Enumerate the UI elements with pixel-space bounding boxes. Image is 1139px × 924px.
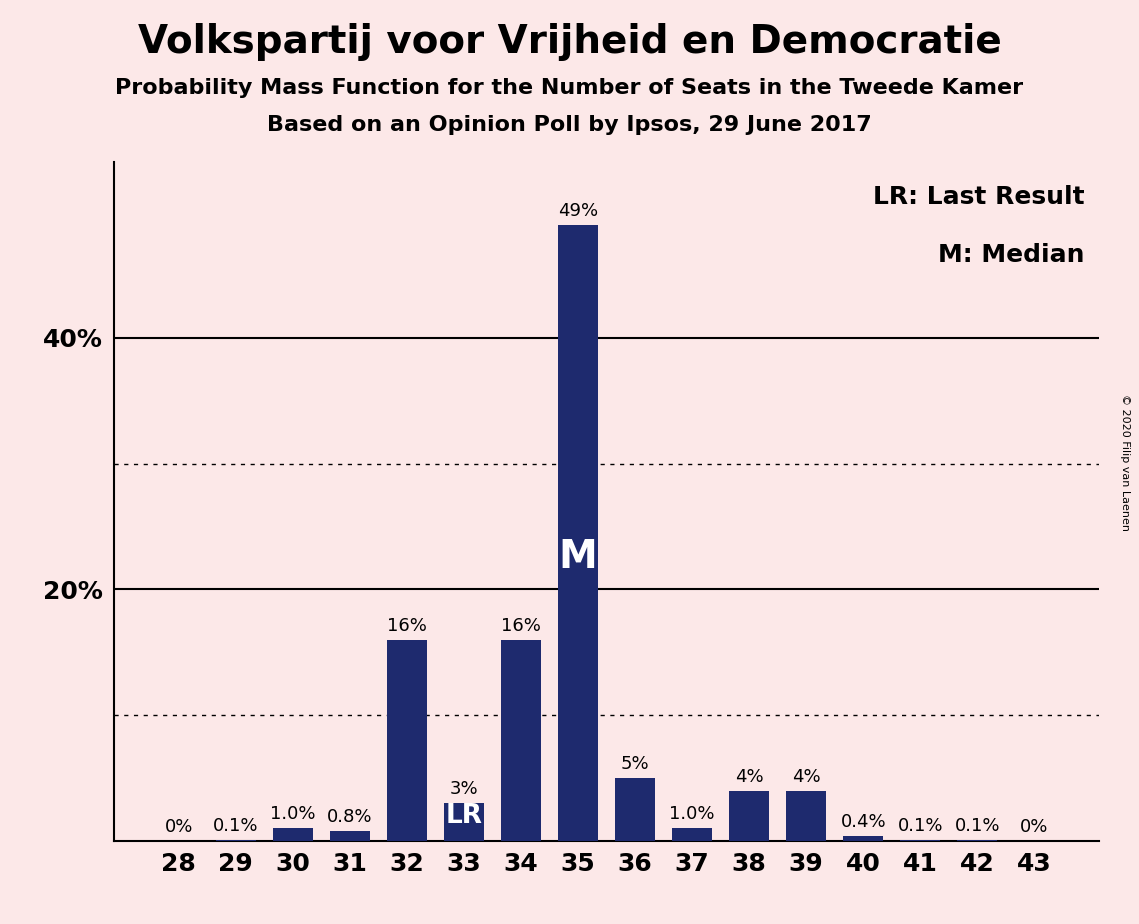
Bar — [387, 639, 427, 841]
Text: 0.1%: 0.1% — [898, 817, 943, 834]
Text: 0.4%: 0.4% — [841, 813, 886, 831]
Bar — [330, 831, 370, 841]
Text: 0%: 0% — [164, 818, 192, 836]
Text: Volkspartij voor Vrijheid en Democratie: Volkspartij voor Vrijheid en Democratie — [138, 23, 1001, 61]
Text: 49%: 49% — [558, 201, 598, 220]
Text: Based on an Opinion Poll by Ipsos, 29 June 2017: Based on an Opinion Poll by Ipsos, 29 Ju… — [268, 115, 871, 135]
Bar — [786, 791, 826, 841]
Text: 0.1%: 0.1% — [213, 817, 259, 834]
Text: 1.0%: 1.0% — [270, 805, 316, 823]
Text: © 2020 Filip van Laenen: © 2020 Filip van Laenen — [1121, 394, 1130, 530]
Bar — [672, 828, 712, 841]
Text: Probability Mass Function for the Number of Seats in the Tweede Kamer: Probability Mass Function for the Number… — [115, 78, 1024, 98]
Bar — [215, 840, 255, 841]
Text: 5%: 5% — [621, 755, 649, 772]
Text: 1.0%: 1.0% — [670, 805, 715, 823]
Bar — [501, 639, 541, 841]
Text: 4%: 4% — [792, 768, 820, 785]
Text: 4%: 4% — [735, 768, 763, 785]
Text: LR: LR — [445, 803, 483, 830]
Bar — [615, 778, 655, 841]
Bar — [558, 225, 598, 841]
Text: 0.1%: 0.1% — [954, 817, 1000, 834]
Text: 0.8%: 0.8% — [327, 808, 372, 826]
Text: 16%: 16% — [387, 616, 427, 635]
Bar — [900, 840, 941, 841]
Text: 3%: 3% — [450, 780, 478, 798]
Text: M: M — [558, 539, 597, 577]
Bar — [729, 791, 769, 841]
Bar — [843, 836, 883, 841]
Text: M: Median: M: Median — [937, 243, 1084, 267]
Bar — [444, 803, 484, 841]
Text: 0%: 0% — [1021, 818, 1049, 836]
Bar — [958, 840, 998, 841]
Text: 16%: 16% — [501, 616, 541, 635]
Bar — [272, 828, 313, 841]
Text: LR: Last Result: LR: Last Result — [872, 186, 1084, 210]
